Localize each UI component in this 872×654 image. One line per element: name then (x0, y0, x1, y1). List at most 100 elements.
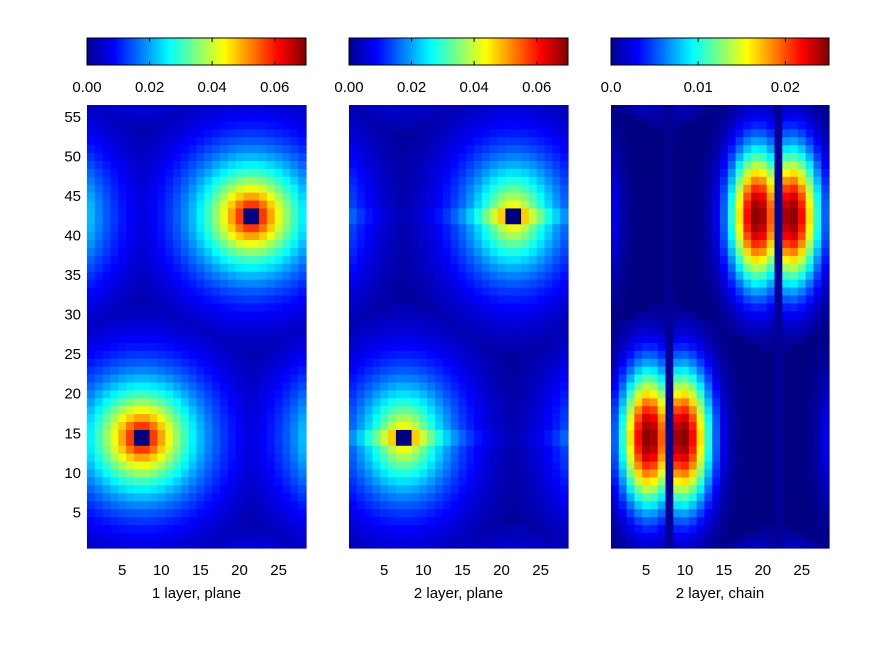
heatmap-cell (204, 223, 213, 233)
heatmap-cell (395, 366, 405, 375)
heatmap-cell (188, 405, 198, 415)
heatmap-cell (290, 421, 299, 430)
heatmap-cell (87, 476, 96, 486)
heatmap-cell (349, 176, 358, 185)
heatmap-cell (497, 500, 507, 510)
heatmap-cell (704, 215, 713, 225)
heatmap-cell (489, 508, 499, 517)
heatmap-cell (403, 516, 413, 525)
heatmap-cell (290, 215, 299, 225)
heatmap-cell (450, 468, 460, 478)
heatmap-cell (618, 160, 628, 169)
heatmap-cell (521, 366, 530, 375)
heatmap-cell (681, 484, 690, 494)
heatmap-cell (560, 484, 569, 494)
heatmap-cell (435, 271, 444, 280)
heatmap-cell (395, 105, 405, 114)
heatmap-cell (94, 168, 104, 177)
heatmap-cell (403, 540, 413, 549)
heatmap-cell (259, 437, 268, 446)
heatmap-cell (751, 421, 760, 430)
heatmap-cell (727, 460, 737, 470)
heatmap-cell (673, 279, 682, 288)
heatmap-cell (474, 120, 483, 130)
heatmap-cell (419, 381, 428, 391)
heatmap-cell (212, 112, 221, 122)
heatmap-cell (712, 136, 721, 146)
heatmap-cell (528, 484, 538, 494)
heatmap-cell (505, 445, 514, 454)
heatmap-cell (536, 373, 546, 383)
heatmap-cell (649, 373, 659, 383)
heatmap-cell (372, 271, 381, 280)
heatmap-cell (435, 334, 444, 343)
heatmap-cell (489, 453, 499, 462)
heatmap-cell (419, 168, 428, 177)
heatmap-cell (782, 492, 791, 502)
heatmap-cell (813, 413, 822, 423)
x-tick-label: 25 (793, 562, 810, 579)
heatmap-cell (649, 160, 659, 169)
heatmap-cell (611, 279, 620, 288)
heatmap-cell (251, 397, 260, 407)
heatmap-cell (466, 247, 475, 256)
heatmap-cell (165, 468, 174, 478)
heatmap-cell (544, 192, 553, 201)
heatmap-cell (110, 310, 119, 320)
heatmap-cell (696, 445, 706, 454)
heatmap-cell (720, 271, 729, 280)
heatmap-cell (528, 263, 538, 272)
heatmap-cell (774, 168, 783, 177)
heatmap-cell (196, 350, 205, 359)
heatmap-cell (611, 239, 620, 248)
heatmap-cell (251, 389, 260, 399)
heatmap-cell (290, 358, 299, 367)
heatmap-cell (634, 294, 643, 304)
heatmap-cell (157, 128, 166, 138)
heatmap-cell (442, 342, 452, 351)
heatmap-cell (173, 231, 182, 241)
heatmap-cell (505, 279, 514, 288)
heatmap-cell (133, 540, 143, 549)
heatmap-cell (521, 350, 530, 359)
heatmap-cell (626, 381, 635, 391)
heatmap-cell (712, 524, 721, 533)
heatmap-cell (642, 160, 651, 169)
heatmap-cell (266, 286, 276, 296)
heatmap-cell (165, 484, 174, 494)
heatmap-cell (560, 207, 569, 217)
heatmap-cell (642, 350, 651, 359)
heatmap-cell (290, 437, 299, 446)
heatmap-cell (298, 302, 307, 312)
heatmap-cell (720, 453, 729, 462)
heatmap-cell (552, 476, 561, 486)
heatmap-cell (411, 516, 420, 525)
heatmap-cell (466, 516, 475, 525)
heatmap-cell (419, 366, 428, 375)
heatmap-cell (149, 318, 158, 328)
heatmap-cell (712, 112, 721, 122)
heatmap-cell (118, 279, 127, 288)
heatmap-cell (797, 120, 807, 130)
heatmap-cell (505, 112, 514, 122)
heatmap-cell (364, 192, 374, 201)
heatmap-cell (521, 358, 530, 367)
heatmap-cell (774, 326, 783, 336)
heatmap-cell (513, 223, 522, 233)
heatmap-cell (673, 160, 682, 169)
heatmap-cell (626, 397, 635, 407)
heatmap-cell (766, 207, 776, 217)
heatmap-cell (474, 453, 483, 462)
heatmap-cell (435, 152, 444, 161)
heatmap-cell (505, 239, 514, 248)
heatmap-cell (681, 199, 690, 209)
heatmap-cell (227, 342, 237, 351)
heatmap-cell (688, 516, 698, 525)
heatmap-cell (634, 310, 643, 320)
heatmap-cell (681, 223, 690, 233)
heatmap-cell (727, 445, 737, 454)
heatmap-cell (442, 247, 452, 256)
heatmap-cell (141, 168, 151, 177)
heatmap-cell (133, 128, 143, 138)
heatmap-cell (688, 532, 698, 541)
